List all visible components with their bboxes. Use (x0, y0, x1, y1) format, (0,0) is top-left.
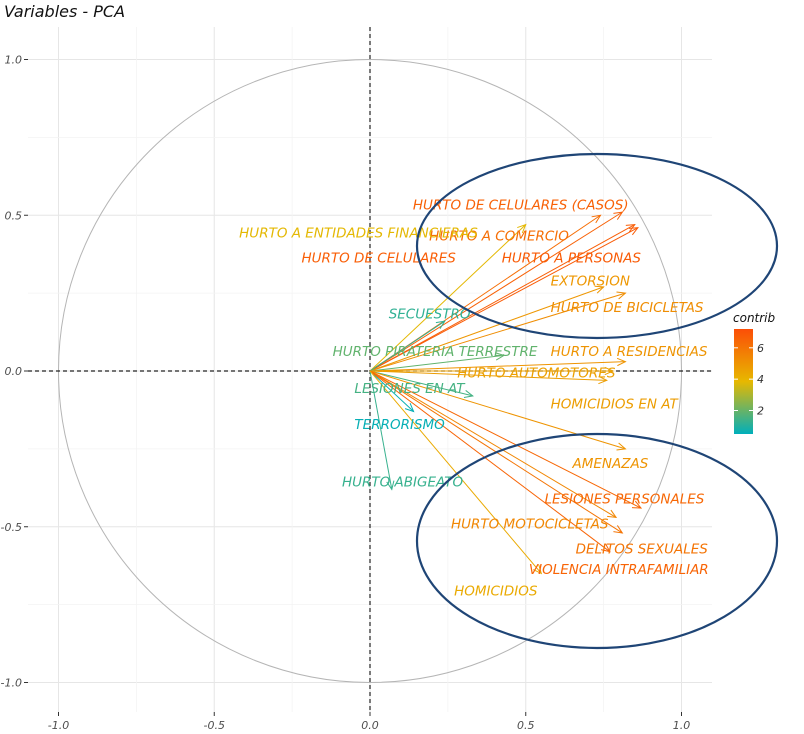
x-tick-label: -1.0 (48, 719, 69, 732)
variable-label: HURTO A ENTIDADES FINANCIERAS (239, 225, 478, 241)
variable-arrow (369, 370, 414, 412)
variable-label: HURTO A PERSONAS (502, 250, 642, 266)
variable-arrowhead (598, 375, 608, 385)
variable-label: SECUESTRO (389, 306, 471, 322)
y-tick-label: 0.0 (5, 365, 23, 378)
variable-label: TERRORISMO (354, 417, 445, 433)
highlight-ellipse-upper (415, 152, 779, 340)
variable-arrow (369, 224, 636, 372)
variable-labels: HURTO DE CELULARES (CASOS) HURTO A COMERC… (239, 197, 709, 599)
x-tick-label: 1.0 (673, 719, 691, 732)
variable-arrow (369, 286, 604, 372)
legend-title: contrib (733, 311, 776, 325)
variable-arrowhead (616, 442, 627, 451)
variable-label: HURTO MOTOCICLETAS (451, 517, 609, 533)
highlight-ellipse-lower (415, 432, 779, 650)
variable-arrowhead (404, 403, 415, 413)
y-tick-label: -0.5 (1, 521, 22, 534)
variable-arrows (369, 211, 643, 575)
variable-arrow (369, 370, 473, 397)
variable-arrow (369, 354, 505, 372)
variable-arrow (369, 370, 542, 574)
variable-arrowhead (594, 285, 605, 294)
variable-label: HOMICIDIOS (454, 584, 538, 600)
variable-label: LESIONES PERSONALES (544, 492, 704, 508)
x-tick-label: 0.0 (361, 719, 379, 732)
variable-label: HURTO AUTOMOTORES (457, 366, 616, 382)
variable-label: HURTO DE CELULARES (CASOS) (413, 197, 629, 213)
variable-arrowhead (631, 500, 643, 509)
variable-arrowhead (616, 291, 627, 300)
variable-label: HURTO ABIGEATO (342, 475, 464, 491)
variable-label: HURTO A RESIDENCIAS (551, 344, 708, 360)
variable-arrowhead (613, 525, 624, 534)
x-tick-label: -0.5 (204, 719, 225, 732)
contrib-legend: contrib 6 4 2 (733, 311, 776, 434)
legend-tick-label: 4 (757, 373, 764, 386)
variable-label: LESIONES EN AT (354, 381, 466, 397)
variable-label: VIOLENCIA INTRAFAMILIAR (529, 562, 709, 578)
axis-ticks: -1.0 -0.5 0.0 0.5 1.0 1.0 0.5 0.0 -0.5 -1.0 (1, 54, 691, 733)
variable-label: HOMICIDIOS EN AT (551, 397, 680, 413)
variable-arrowhead (604, 366, 615, 376)
variable-arrowhead (495, 352, 506, 361)
variable-arrowhead (616, 357, 627, 367)
variable-arrow (369, 370, 393, 490)
variable-label: DELITOS SEXUALES (576, 542, 709, 558)
legend-colorbar (734, 329, 753, 434)
variable-arrowhead (463, 390, 474, 399)
variable-arrow (369, 370, 626, 450)
variable-arrowhead (532, 564, 543, 575)
variable-arrow (369, 370, 642, 509)
variable-arrowhead (591, 214, 602, 224)
chart-title: Variables - PCA (4, 2, 126, 21)
variable-arrowhead (607, 509, 618, 519)
variable-arrow (369, 370, 617, 518)
variable-arrow (369, 370, 607, 381)
variable-label: EXTORSION (551, 274, 630, 290)
legend-tick-label: 2 (757, 404, 764, 417)
legend-tick-label: 6 (757, 342, 764, 355)
variable-arrow (369, 320, 446, 372)
y-tick-label: 0.5 (5, 209, 23, 222)
variable-arrowhead (600, 543, 611, 553)
variable-label: HURTO PIRATERIA TERRESTRE (333, 344, 538, 360)
x-tick-label: 0.5 (517, 719, 535, 732)
variable-arrow (369, 211, 623, 372)
variable-arrow (369, 292, 626, 372)
variable-arrowhead (625, 224, 636, 233)
variable-arrowhead (517, 223, 527, 234)
variable-label: HURTO DE CELULARES (301, 250, 456, 266)
variable-arrow (369, 361, 626, 372)
variable-arrowhead (613, 211, 624, 220)
variable-label: AMENAZAS (571, 456, 648, 472)
variable-arrowhead (628, 227, 639, 236)
variable-label: HURTO A COMERCIO (429, 228, 569, 244)
variable-arrow (369, 370, 611, 553)
variable-label: HURTO DE BICICLETAS (551, 300, 704, 316)
variable-arrowhead (386, 480, 395, 491)
y-tick-label: -1.0 (1, 677, 22, 690)
variable-arrowhead (435, 320, 446, 330)
y-tick-label: 1.0 (5, 54, 23, 67)
variable-arrow (369, 227, 639, 372)
